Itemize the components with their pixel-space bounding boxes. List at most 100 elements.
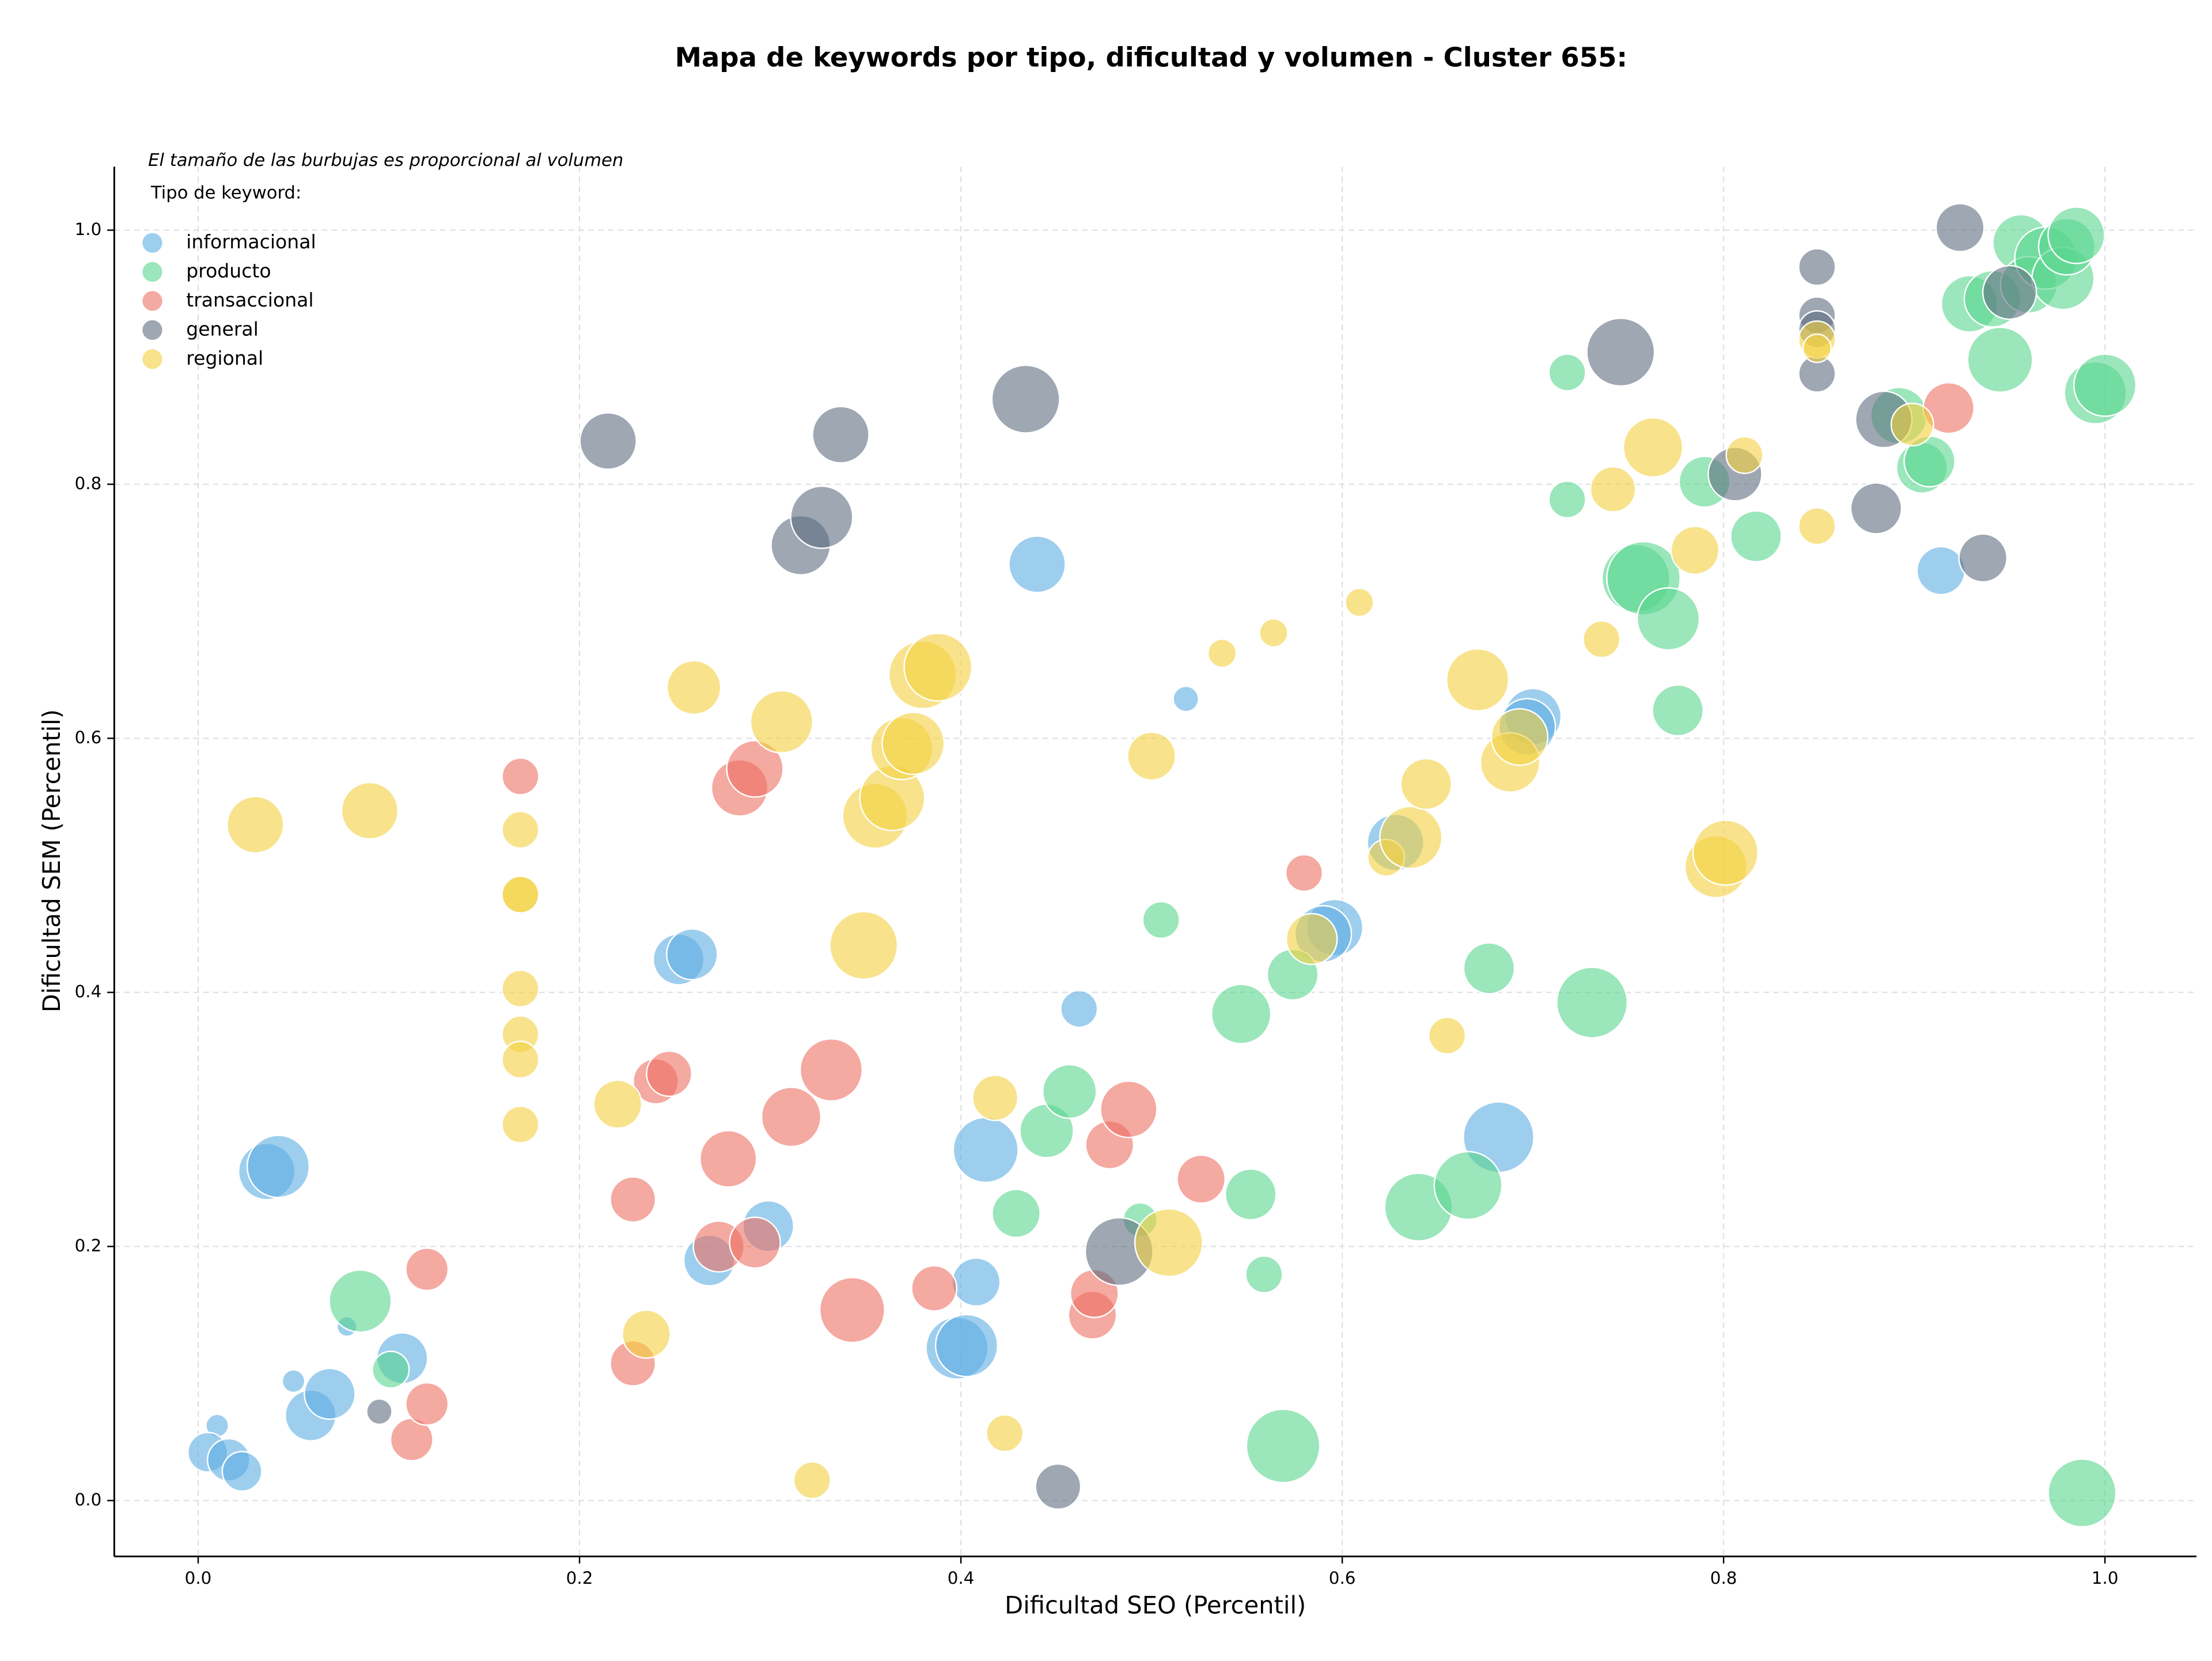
- bubble: [1637, 587, 1700, 651]
- bubble: [1344, 587, 1374, 618]
- bubble: [991, 1189, 1041, 1239]
- x-tick-label: 0.0: [185, 1568, 212, 1588]
- bubble: [1379, 805, 1443, 869]
- bubble: [812, 406, 870, 464]
- legend-marker: [142, 320, 162, 340]
- bubble: [1935, 203, 1985, 252]
- bubble: [246, 1134, 310, 1198]
- bubble: [951, 1257, 1001, 1307]
- bubble: [903, 633, 973, 702]
- bubble: [1802, 333, 1832, 364]
- bubble: [881, 712, 945, 775]
- bubble: [799, 1038, 863, 1102]
- bubble: [501, 1041, 540, 1079]
- bubble: [1100, 1080, 1158, 1138]
- bubble: [829, 910, 899, 980]
- bubble: [1259, 618, 1289, 648]
- bubble: [1285, 854, 1323, 892]
- y-tick-label: 0.0: [75, 1490, 102, 1509]
- bubble: [340, 781, 399, 840]
- legend-marker: [142, 291, 162, 311]
- bubble: [1652, 684, 1705, 737]
- y-axis-label: Dificultad SEM (Percentil): [37, 709, 66, 1012]
- bubble: [1548, 353, 1586, 392]
- bubble: [1967, 326, 2033, 393]
- bubble: [221, 1451, 263, 1492]
- legend-label: general: [186, 317, 259, 340]
- x-tick-label: 0.2: [566, 1568, 593, 1588]
- bubble: [911, 1265, 958, 1312]
- y-tick-label: 0.6: [75, 728, 102, 747]
- bubble: [1245, 1255, 1283, 1294]
- bubble: [501, 811, 540, 849]
- bubble: [405, 1382, 449, 1426]
- bubble: [366, 1398, 393, 1425]
- bubble: [1008, 535, 1066, 593]
- y-tick-label: 0.8: [75, 474, 102, 493]
- bubble: [1446, 648, 1510, 712]
- bubble: [1142, 901, 1180, 939]
- bubble: [646, 1050, 693, 1098]
- bubble: [1798, 507, 1836, 546]
- bubble: [1890, 402, 1934, 447]
- y-tick-label: 0.4: [75, 982, 102, 1001]
- legend-label: producto: [186, 259, 271, 282]
- bubble: [1207, 638, 1237, 668]
- bubble: [790, 485, 854, 549]
- bubble: [501, 757, 540, 796]
- bubble: [501, 969, 540, 1008]
- bubble: [1134, 1208, 1203, 1277]
- bubble: [1127, 731, 1176, 781]
- legend-marker: [142, 262, 162, 282]
- bubble: [1042, 1064, 1097, 1119]
- bubble: [819, 1277, 885, 1344]
- x-tick-label: 0.8: [1710, 1568, 1737, 1588]
- bubble: [328, 1269, 392, 1333]
- bubble: [1428, 1016, 1467, 1055]
- bubble: [226, 796, 285, 854]
- x-tick-label: 1.0: [2092, 1568, 2119, 1588]
- bubble: [793, 1461, 831, 1500]
- legend-label: informacional: [186, 230, 316, 253]
- bubble: [2047, 1458, 2117, 1528]
- legend-marker: [142, 349, 162, 369]
- bubble: [281, 1369, 306, 1394]
- bubble: [1582, 620, 1621, 659]
- bubble: [1548, 480, 1586, 519]
- bubble: [749, 690, 814, 754]
- bubble: [1176, 1154, 1226, 1204]
- y-tick-label: 0.2: [75, 1236, 102, 1255]
- bubble: [1982, 264, 2037, 320]
- bubble: [952, 1117, 1019, 1183]
- bubble: [760, 1086, 822, 1148]
- bubble: [726, 740, 784, 798]
- bubble: [1623, 417, 1684, 478]
- bubble: [986, 1414, 1024, 1452]
- bubble: [579, 412, 637, 470]
- bubble: [1172, 685, 1199, 713]
- bubble: [1224, 1168, 1277, 1221]
- bubble: [501, 875, 540, 914]
- bubble: [2047, 206, 2105, 264]
- bubble: [991, 364, 1060, 434]
- bubble: [666, 928, 718, 981]
- bubble: [1916, 546, 1966, 596]
- bubble: [1798, 248, 1836, 286]
- bubble: [1670, 525, 1720, 576]
- bubble: [934, 1314, 999, 1378]
- annotation: El tamaño de las burbujas es proporciona…: [148, 150, 623, 171]
- bubble: [1463, 942, 1516, 994]
- bubble: [1490, 708, 1549, 766]
- bubble: [609, 1176, 657, 1223]
- bubble: [1730, 510, 1782, 563]
- bubble: [1589, 466, 1637, 513]
- bubble: [622, 1309, 671, 1359]
- bubble: [1850, 482, 1903, 535]
- bubble: [1725, 436, 1764, 474]
- bubble: [1586, 317, 1656, 387]
- x-tick-label: 0.6: [1329, 1568, 1356, 1588]
- bubble: [666, 660, 722, 716]
- bubble: [372, 1350, 410, 1389]
